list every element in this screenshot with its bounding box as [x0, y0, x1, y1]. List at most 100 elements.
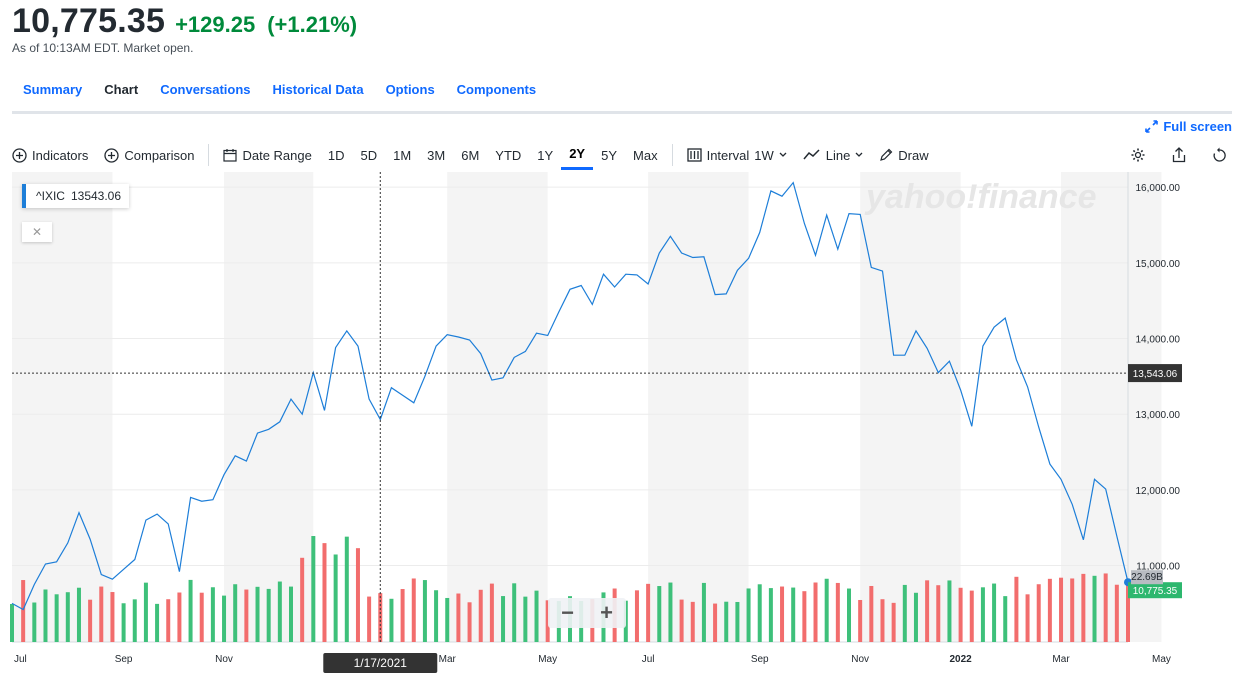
- range-5y[interactable]: 5Y: [601, 147, 618, 163]
- volume-bar: [289, 586, 293, 642]
- range-1d[interactable]: 1D: [327, 147, 345, 163]
- volume-bar: [322, 543, 327, 642]
- tab-historical-data[interactable]: Historical Data: [272, 82, 364, 97]
- volume-bar: [913, 592, 918, 642]
- crosshair-price-label: 13,543.06: [1133, 369, 1178, 380]
- volume-bar: [155, 603, 160, 642]
- close-icon[interactable]: ✕: [22, 222, 52, 242]
- volume-bar: [76, 587, 81, 642]
- chevron-down-icon: [779, 152, 787, 157]
- volume-bar: [88, 599, 93, 642]
- volume-bar: [1103, 573, 1108, 642]
- month-band: [447, 172, 548, 642]
- volume-bar: [891, 602, 896, 642]
- chart-type-button[interactable]: Line: [795, 140, 872, 170]
- volume-bar: [333, 554, 338, 642]
- range-6m[interactable]: 6M: [461, 147, 480, 163]
- expand-icon: [1145, 120, 1159, 133]
- zoom-in-button[interactable]: +: [600, 600, 613, 625]
- volume-bar: [858, 599, 863, 642]
- range-3m[interactable]: 3M: [427, 147, 446, 163]
- volume-bar: [143, 582, 148, 642]
- chevron-down-icon: [855, 152, 863, 157]
- y-tick-label: 11,000.00: [1136, 562, 1180, 573]
- price-chart[interactable]: 11,000.00 12,000.00 13,000.00 14,000.00 15,0…: [0, 172, 1246, 680]
- volume-bar: [1025, 594, 1030, 642]
- indicators-button[interactable]: Indicators: [0, 140, 96, 170]
- volume-bar: [501, 596, 506, 642]
- draw-button[interactable]: Draw: [871, 140, 936, 170]
- share-button[interactable]: [1164, 140, 1194, 170]
- date-range-label: Date Range: [242, 147, 312, 163]
- volume-bar: [132, 599, 137, 642]
- range-max[interactable]: Max: [633, 147, 658, 163]
- volume-bar: [757, 584, 762, 642]
- volume-bar: [791, 587, 796, 642]
- volume-bar: [980, 587, 985, 642]
- range-2y[interactable]: 2Y: [561, 140, 594, 170]
- volume-bar: [389, 598, 394, 642]
- volume-bar: [512, 583, 517, 642]
- range-1y[interactable]: 1Y: [537, 147, 554, 163]
- volume-bar: [489, 583, 494, 642]
- volume-bar: [355, 548, 360, 642]
- reset-button[interactable]: [1204, 140, 1235, 170]
- volume-bar: [210, 587, 215, 642]
- volume-bar: [969, 590, 974, 642]
- range-5d[interactable]: 5D: [360, 147, 378, 163]
- chart-area[interactable]: 11,000.00 12,000.00 13,000.00 14,000.00 15,0…: [0, 172, 1246, 680]
- reset-icon: [1213, 147, 1226, 162]
- x-tick-label: Jul: [642, 654, 655, 665]
- plus-circle-icon: [12, 147, 27, 163]
- volume-tag-label: 22.69B: [1131, 572, 1163, 583]
- volume-bar: [222, 595, 227, 642]
- volume-bar: [802, 591, 807, 642]
- y-tick-label: 15,000.00: [1136, 259, 1181, 270]
- tab-summary[interactable]: Summary: [23, 82, 83, 97]
- settings-button[interactable]: [1122, 140, 1154, 170]
- tab-conversations[interactable]: Conversations: [160, 82, 251, 97]
- volume-bar: [713, 603, 718, 642]
- volume-bar: [166, 599, 171, 642]
- volume-bar: [10, 604, 14, 642]
- volume-bar: [534, 590, 539, 642]
- volume-bar: [1081, 573, 1086, 642]
- volume-bar: [869, 585, 874, 642]
- tabs-divider: [12, 111, 1232, 114]
- tab-chart[interactable]: Chart: [93, 70, 150, 114]
- range-ytd[interactable]: YTD: [495, 147, 522, 163]
- volume-bar: [255, 586, 260, 642]
- crosshair-date-label: 1/17/2021: [354, 656, 408, 670]
- volume-bar: [646, 583, 651, 642]
- volume-bar: [1036, 584, 1041, 642]
- volume-bar: [657, 586, 662, 642]
- volume-bar: [188, 579, 193, 642]
- volume-bar: [1070, 578, 1075, 642]
- volume-bar: [478, 589, 483, 642]
- tab-options[interactable]: Options: [385, 82, 435, 97]
- volume-bar: [65, 592, 70, 642]
- y-tick-label: 12,000.00: [1136, 486, 1181, 497]
- range-1m[interactable]: 1M: [393, 147, 412, 163]
- zoom-out-button[interactable]: −: [561, 600, 574, 625]
- volume-bar: [177, 592, 182, 642]
- volume-bar: [21, 580, 26, 642]
- interval-button[interactable]: Interval 1W: [679, 140, 795, 170]
- volume-bar: [1047, 578, 1052, 642]
- volume-bar: [434, 590, 439, 642]
- date-range-button[interactable]: Date Range: [215, 140, 319, 170]
- volume-bar: [266, 588, 271, 642]
- volume-bar: [32, 602, 37, 642]
- volume-bar: [813, 582, 818, 642]
- volume-bar: [199, 592, 204, 642]
- volume-bar: [277, 581, 282, 642]
- volume-bar: [679, 599, 684, 642]
- quote-header: 10,775.35 +129.25 (+1.21%): [12, 2, 357, 42]
- comparison-button[interactable]: Comparison: [96, 140, 202, 170]
- tab-components[interactable]: Components: [456, 82, 537, 97]
- full-screen-button[interactable]: Full screen: [1145, 119, 1232, 134]
- draw-label: Draw: [898, 147, 929, 163]
- current-price: 10,775.35: [12, 2, 166, 40]
- x-tick-label: Mar: [439, 654, 457, 665]
- volume-bar: [902, 584, 907, 642]
